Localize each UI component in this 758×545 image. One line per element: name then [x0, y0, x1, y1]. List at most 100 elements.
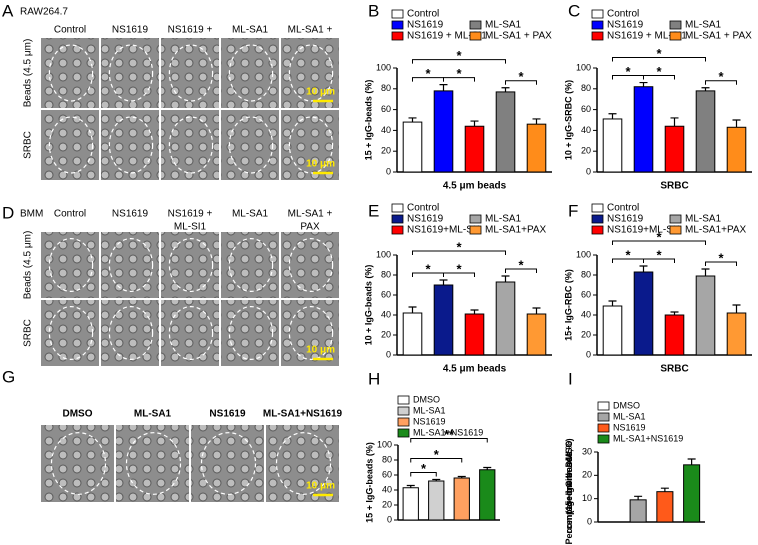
bar [495, 91, 516, 173]
y-tick-label: 0 [386, 166, 391, 176]
bar [695, 275, 716, 356]
significance-bracket [612, 240, 706, 245]
y-tick-label: 0 [586, 166, 591, 176]
column-header: Control [54, 25, 86, 36]
y-tick-label: 80 [581, 83, 591, 93]
error-bar [687, 458, 696, 465]
column-header: NS1619 + [168, 25, 213, 36]
significance-label: * [718, 250, 724, 265]
legend-swatch [591, 203, 604, 213]
significance-bracket [705, 261, 737, 266]
error-bar [532, 307, 541, 314]
legend-swatch [397, 395, 410, 405]
significance-bracket [410, 472, 437, 477]
y-tick-label: 80 [381, 83, 391, 93]
error-bar [608, 300, 617, 306]
legend-swatch [469, 225, 482, 235]
bar [664, 314, 685, 356]
y-tick-label: 0 [587, 516, 592, 526]
significance-label: * [456, 48, 462, 63]
significance-bracket [443, 77, 475, 82]
y-tick-label: 60 [581, 104, 591, 114]
micrograph [221, 110, 279, 180]
significance-label: * [656, 46, 662, 61]
significance-label: * [421, 461, 427, 476]
legend-swatch [391, 20, 404, 30]
legend-label: NS1619 [407, 20, 444, 31]
legend-swatch [669, 214, 682, 224]
y-axis-label: 10 + IgG-beads (%) [363, 265, 373, 346]
cell-outline [288, 238, 334, 293]
legend-label: ML-SA1 [485, 214, 522, 225]
bar [526, 123, 547, 173]
legend-label: ML-SA1 + PAX [685, 31, 752, 42]
significance-label: * [625, 64, 631, 79]
error-bar [406, 484, 415, 488]
significance-label: * [456, 261, 462, 276]
bar [664, 125, 685, 173]
error-bar [608, 113, 617, 119]
bar [428, 480, 445, 521]
error-bar [457, 475, 466, 478]
y-tick-label: 80 [382, 454, 392, 464]
legend-label: NS1619 + ML-SI1 [607, 31, 687, 42]
significance-bracket [705, 80, 737, 85]
y-tick-label: 20 [381, 146, 391, 156]
significance-label: * [434, 447, 440, 462]
micrograph [101, 300, 159, 366]
bar [464, 313, 485, 356]
micrograph [41, 300, 99, 366]
cell-outline [228, 238, 274, 293]
legend-label: ML-SA1 [413, 405, 446, 415]
bar [695, 90, 716, 173]
cell-outline [288, 116, 334, 174]
column-header: ML-SA1 + [288, 209, 333, 220]
micrograph [221, 232, 279, 298]
micrograph [41, 38, 99, 108]
bar [526, 313, 547, 356]
y-tick-label: 40 [581, 309, 591, 319]
x-axis-label: 4.5 μm beads [443, 364, 507, 375]
cell-outline [228, 116, 274, 174]
legend-swatch [391, 203, 404, 213]
x-axis-label: SRBC [660, 364, 688, 375]
column-header: NS1619 [112, 25, 149, 36]
legend-swatch [469, 20, 482, 30]
legend-swatch [597, 401, 610, 411]
row-label: SRBC [23, 319, 34, 347]
column-header: Control [54, 209, 86, 220]
micrograph [41, 232, 99, 298]
legend-label: NS1619 [613, 422, 646, 432]
legend-swatch [591, 31, 604, 41]
legend-label: ML-SA1 [685, 20, 722, 31]
legend-swatch [397, 406, 410, 416]
error-bar [701, 268, 710, 276]
error-bar [670, 117, 679, 127]
y-tick-label: 30 [582, 446, 592, 456]
significance-bracket [505, 80, 537, 85]
bar [683, 464, 701, 523]
column-header: NS1619 [112, 209, 149, 220]
panel-letter: C [568, 1, 580, 20]
column-header: ML-SA1 [134, 409, 172, 420]
legend-label: NS1619+ML-SI1 [607, 225, 682, 236]
legend-label: Control [607, 9, 639, 20]
legend-label: NS1619 [407, 214, 444, 225]
cell-outline [125, 432, 182, 495]
significance-label: * [656, 247, 662, 262]
cell-outline [275, 432, 332, 495]
legend-swatch [591, 214, 604, 224]
cell-outline [168, 44, 214, 102]
error-bar [470, 309, 479, 314]
bar [602, 305, 623, 356]
error-bar [639, 81, 648, 87]
legend-swatch [669, 20, 682, 30]
cell-outline [168, 238, 214, 293]
y-tick-label: 80 [581, 269, 591, 279]
cell-line: RAW264.7 [20, 7, 68, 18]
micrograph [41, 425, 114, 502]
significance-bracket [643, 75, 675, 80]
micrograph [101, 110, 159, 180]
cell-outline [108, 238, 154, 293]
error-bar [670, 311, 679, 315]
